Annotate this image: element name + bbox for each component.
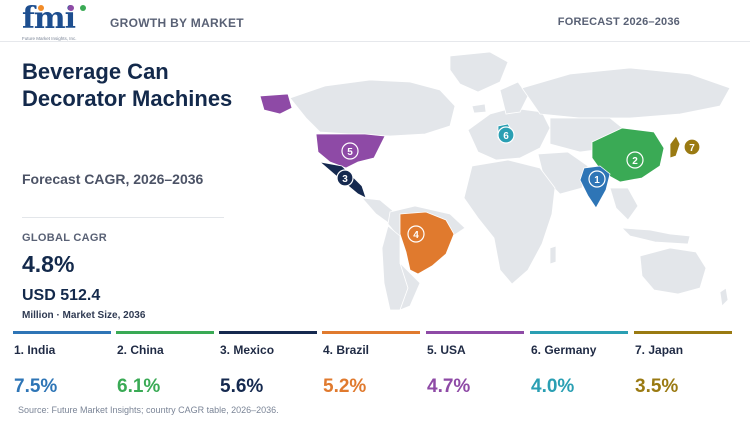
country-bar [530,331,628,334]
country-cagr: 5.2% [323,376,367,397]
marker-usa-label: 5 [347,147,353,158]
page-title: Beverage Can Decorator Machines [22,58,252,112]
marker-usa: 5 [341,142,359,160]
country-bar [634,331,732,334]
market-size-label: Million · Market Size, 2036 [22,310,146,321]
forecast-subtitle: Forecast CAGR, 2026–2036 [22,171,204,187]
country-cagr: 6.1% [117,376,161,397]
marker-brazil: 4 [407,225,425,243]
country-card-usa: 5. USA 4.7% [426,331,524,401]
logo-wordmark: fmi [22,1,76,36]
fmi-logo: fmi Future Market Insights, Inc. [22,2,94,42]
country-cagr-list: 1. India 7.5% 2. China 6.1% 3. Mexico 5.… [0,331,750,401]
header: fmi Future Market Insights, Inc. GROWTH … [0,0,750,42]
land-south-america-south [399,262,421,311]
country-name: 7. Japan [635,343,684,357]
country-cagr: 4.0% [531,376,575,397]
world-map: 1 2 3 4 5 6 7 [259,51,731,311]
country-cagr: 7.5% [14,376,58,397]
divider [22,217,224,218]
land-canada [289,79,456,137]
country-china [591,127,665,183]
country-bar [219,331,317,334]
growth-by-market-label: GROWTH BY MARKET [110,16,244,30]
country-card-japan: 7. Japan 3.5% [634,331,732,401]
country-cagr: 4.7% [427,376,471,397]
source-note: Source: Future Market Insights; country … [18,405,279,415]
country-name: 1. India [14,343,56,357]
land-australia [639,247,707,295]
marker-india: 1 [588,170,606,188]
country-name: 4. Brazil [323,343,370,357]
title-line-1: Beverage Can [22,59,169,84]
logo-dot-orange [38,5,44,11]
country-card-india: 1. India 7.5% [13,331,111,401]
country-brazil [399,211,455,275]
country-card-brazil: 4. Brazil 5.2% [322,331,420,401]
country-card-china: 2. China 6.1% [116,331,214,401]
country-bar [116,331,214,334]
marker-germany-label: 6 [503,131,509,142]
land-africa [463,159,556,285]
logo-dot-purple [68,5,74,11]
country-name: 6. Germany [531,343,597,357]
country-usa-alaska [259,93,293,115]
marker-japan: 7 [683,138,701,156]
global-cagr-value: 4.8% [22,251,75,277]
marker-china-label: 2 [632,156,638,167]
land-iceland [471,103,487,114]
country-card-germany: 6. Germany 4.0% [530,331,628,401]
land-russia [521,67,731,119]
land-scandinavia [499,81,529,115]
country-japan [669,135,681,159]
marker-india-label: 1 [594,175,600,186]
marker-japan-label: 7 [689,143,695,154]
country-name: 3. Mexico [220,343,275,357]
country-card-mexico: 3. Mexico 5.6% [219,331,317,401]
country-bar [426,331,524,334]
market-size-value: USD 512.4 [22,287,101,304]
country-bar [322,331,420,334]
marker-mexico: 3 [336,169,354,187]
country-name: 5. USA [427,343,466,357]
logo-dot-green [80,5,86,11]
land-new-zealand [719,287,729,307]
marker-china: 2 [626,151,644,169]
marker-mexico-label: 3 [342,174,348,185]
global-cagr-label: GLOBAL CAGR [22,232,107,244]
land-madagascar [549,245,557,265]
land-greenland [449,51,509,93]
title-line-2: Decorator Machines [22,86,233,111]
logo-tagline: Future Market Insights, Inc. [22,36,77,41]
marker-brazil-label: 4 [413,230,419,241]
map-markers: 1 2 3 4 5 6 7 [336,126,701,243]
marker-germany: 6 [497,126,515,144]
land-indonesia [620,227,691,245]
country-cagr: 3.5% [635,376,679,397]
country-name: 2. China [117,343,164,357]
country-bar [13,331,111,334]
country-cagr: 5.6% [220,376,264,397]
land-southeast-asia [609,187,639,221]
forecast-period-label: FORECAST 2026–2036 [557,16,680,28]
